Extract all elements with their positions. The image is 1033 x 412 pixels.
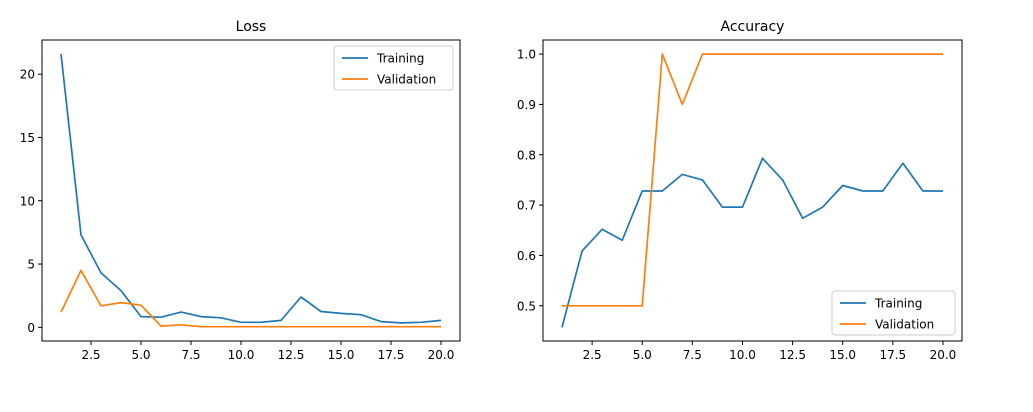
series-line-training [561, 157, 943, 328]
y-tick-label: 0.9 [517, 98, 536, 112]
x-tick-label: 17.5 [879, 348, 906, 362]
x-tick-label: 5.0 [633, 348, 652, 362]
y-tick-label: 10 [20, 194, 35, 208]
legend: Training Validation [831, 290, 956, 336]
axes-frame [41, 39, 461, 342]
x-tick-label: 20.0 [428, 348, 455, 362]
x-tick-label: 5.0 [131, 348, 150, 362]
y-tick-label: 5 [27, 258, 35, 272]
x-tick-label: 7.5 [181, 348, 200, 362]
series-line-validation [562, 53, 943, 307]
x-tick-label: 12.5 [779, 348, 806, 362]
x-tick-label: 20.0 [930, 348, 957, 362]
legend: Training Validation [333, 45, 454, 91]
x-tick-label: 10.0 [228, 348, 255, 362]
series-line-validation [60, 269, 441, 328]
chart-title: Accuracy [721, 19, 785, 35]
series-line-training [60, 53, 442, 324]
y-tick-label: 15 [20, 131, 35, 145]
x-tick-label: 7.5 [683, 348, 702, 362]
x-tick-label: 10.0 [729, 348, 756, 362]
x-tick-label: 15.0 [328, 348, 355, 362]
legend-label-validation: Validation [377, 73, 436, 87]
y-tick-label: 1.0 [517, 48, 536, 62]
y-tick-label: 0 [27, 321, 35, 335]
x-tick-label: 2.5 [583, 348, 602, 362]
legend-label-validation: Validation [875, 318, 934, 332]
x-tick-label: 15.0 [829, 348, 856, 362]
x-tick-label: 2.5 [81, 348, 100, 362]
y-tick-label: 0.6 [517, 249, 536, 263]
y-tick-label: 0.8 [517, 148, 536, 162]
y-tick-label: 0.5 [517, 299, 536, 313]
chart-0: Loss 2.5 5.0 7.5 10.0 12.5 15.0 17.5 20.0 0 5 10 15 2… [20, 19, 461, 362]
legend-label-training: Training [376, 52, 424, 66]
chart-1: Accuracy 2.5 5.0 7.5 10.0 12.5 15.0 17.5 20.0 0.5… [517, 19, 963, 362]
y-tick-label: 0.7 [517, 199, 536, 213]
x-tick-label: 17.5 [378, 348, 405, 362]
axes-frame [542, 39, 963, 342]
legend-label-training: Training [874, 297, 922, 311]
y-tick-label: 20 [20, 68, 35, 82]
x-tick-label: 12.5 [278, 348, 305, 362]
chart-title: Loss [236, 19, 267, 35]
